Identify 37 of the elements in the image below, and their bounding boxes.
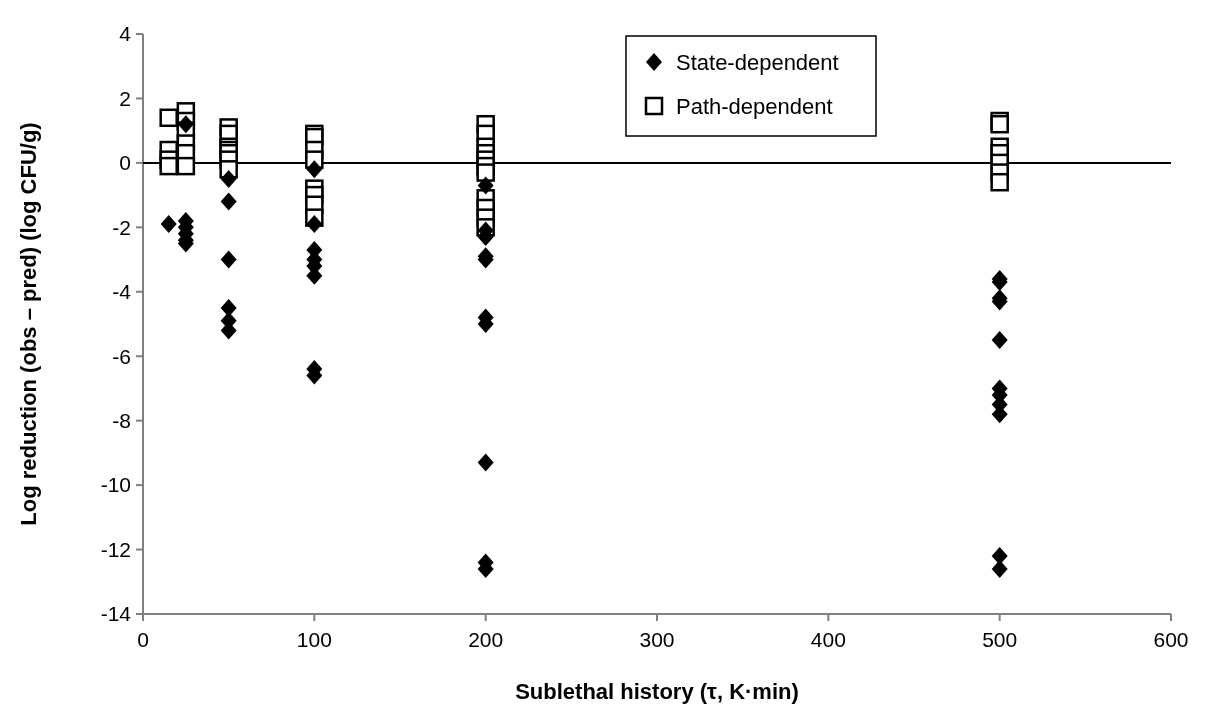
- y-tick-label: -4: [112, 280, 132, 304]
- x-tick-label: 500: [982, 628, 1018, 651]
- point: [176, 156, 196, 176]
- point: [306, 160, 323, 179]
- point: [220, 170, 237, 188]
- point: [306, 215, 323, 234]
- y-axis-title: Log reduction (obs – pred) (log CFU/g): [16, 122, 41, 526]
- point: [991, 331, 1008, 350]
- y-tick-label: -6: [112, 344, 131, 368]
- point: [159, 156, 178, 176]
- point: [220, 250, 237, 269]
- y-tick-label: -10: [100, 473, 131, 497]
- y-tick-label: -8: [112, 409, 131, 433]
- legend-label: State-dependent: [676, 49, 839, 75]
- x-tick-label: 200: [468, 628, 504, 651]
- x-tick-label: 0: [137, 628, 149, 651]
- y-tick-label: -2: [112, 215, 131, 239]
- point: [476, 163, 495, 182]
- y-tick-label: -12: [100, 537, 131, 561]
- y-tick-label: 4: [119, 22, 132, 46]
- y-tick-label: 2: [119, 86, 131, 110]
- point: [220, 192, 237, 211]
- point: [477, 453, 494, 472]
- y-tick-label: 0: [119, 151, 131, 175]
- x-tick-label: 300: [639, 628, 675, 651]
- legend-label: Path-dependent: [676, 93, 833, 119]
- point: [991, 547, 1008, 565]
- point: [990, 172, 1009, 192]
- point: [477, 176, 494, 195]
- x-tick-label: 600: [1153, 628, 1189, 651]
- x-axis-title: Sublethal history (τ, K·min): [515, 679, 799, 704]
- x-tick-label: 100: [296, 628, 332, 651]
- point: [160, 215, 177, 234]
- y-tick-label: -14: [100, 602, 132, 626]
- point: [220, 298, 237, 317]
- point: [159, 108, 178, 128]
- x-tick-label: 400: [810, 628, 846, 651]
